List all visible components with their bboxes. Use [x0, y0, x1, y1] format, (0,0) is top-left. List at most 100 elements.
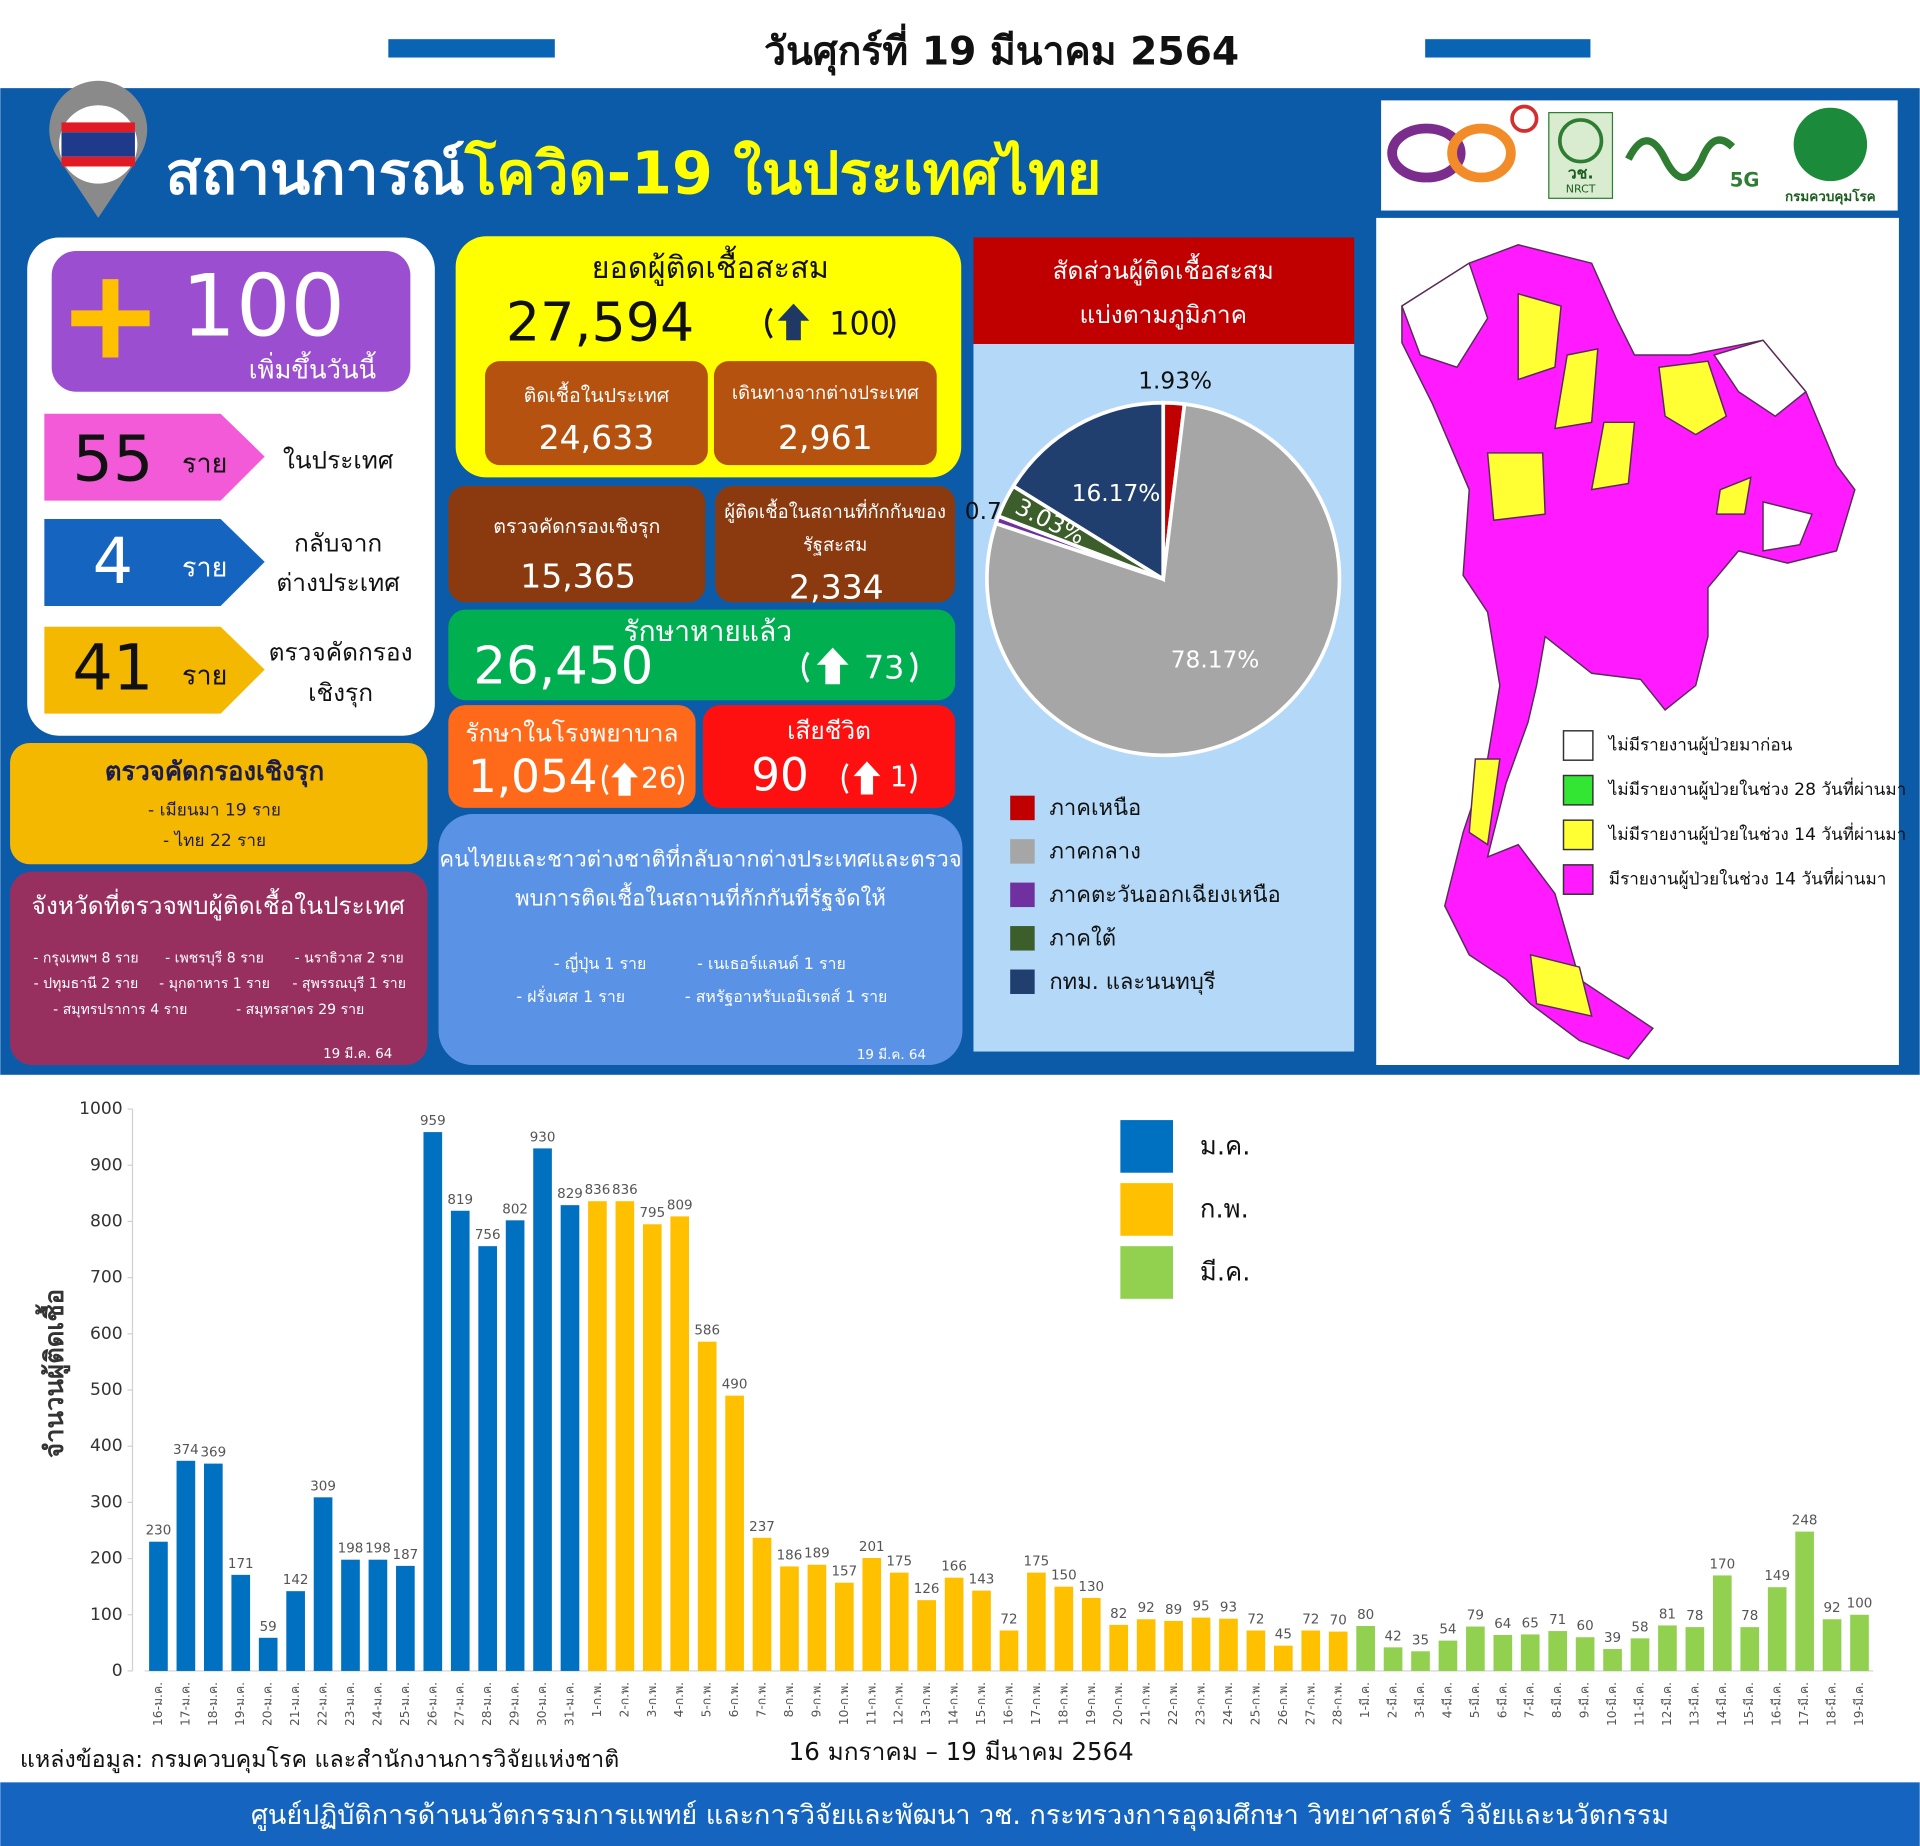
- bar: [1219, 1618, 1238, 1671]
- bar: [1411, 1651, 1430, 1671]
- legend-swatch: [1562, 864, 1594, 895]
- legend-label: ไม่มีรายงานผู้ป่วยมาก่อน: [1607, 735, 1793, 756]
- returnees-title: คนไทยและชาวต่างชาติที่กลับจากต่างประเทศแ…: [439, 844, 961, 873]
- bar: [588, 1201, 607, 1671]
- value-label: 92: [1823, 1601, 1840, 1616]
- bar: [1383, 1647, 1403, 1671]
- value-label: 374: [173, 1443, 199, 1458]
- x-tick-label: 6-มี.ค.: [1495, 1682, 1509, 1718]
- search-arrow: [44, 626, 265, 714]
- up-arrow: [816, 647, 849, 685]
- legend-swatch: [1562, 819, 1594, 851]
- bar: [1740, 1627, 1760, 1671]
- logo-text: กรมควบคุมโรค: [1785, 187, 1876, 205]
- x-tick-label: 18-ก.พ.: [1056, 1682, 1070, 1725]
- title-highlight: โควิด-19 ในประเทศไทย: [464, 139, 1102, 208]
- returnee-item: - สหรัฐอาหรับเอมิเรตส์ 1 ราย: [685, 987, 887, 1006]
- value-label: 802: [502, 1202, 528, 1217]
- bar: [1685, 1627, 1705, 1671]
- legend-swatch: [1010, 882, 1035, 908]
- x-tick-label: 21-ม.ค.: [288, 1682, 302, 1726]
- bar: [1658, 1625, 1677, 1671]
- value-label: 54: [1439, 1623, 1456, 1638]
- value-label: 157: [832, 1565, 858, 1580]
- bar: [1054, 1586, 1074, 1671]
- local-value: 24,633: [539, 418, 655, 457]
- active-search-value: 15,365: [520, 556, 636, 595]
- y-tick-label: 300: [90, 1492, 123, 1512]
- bar: [1493, 1634, 1513, 1671]
- y-tick-label: 0: [112, 1661, 123, 1681]
- x-tick-label: 17-ก.พ.: [1029, 1682, 1043, 1725]
- value-label: 171: [228, 1557, 254, 1572]
- value-label: 149: [1764, 1569, 1790, 1584]
- value-label: 72: [1000, 1612, 1017, 1627]
- header-bar: [388, 39, 555, 58]
- title-prefix: สถานการณ์: [166, 139, 465, 208]
- x-tick-label: 1-มี.ค.: [1358, 1682, 1372, 1718]
- imported-value: 2,961: [778, 418, 873, 457]
- x-tick-label: 6-ก.พ.: [727, 1682, 741, 1717]
- value-label: 175: [886, 1555, 912, 1570]
- value-label: 39: [1604, 1631, 1621, 1646]
- bar: [807, 1564, 827, 1671]
- imported-value: 4: [93, 525, 134, 599]
- imported-arrow: [44, 519, 265, 606]
- legend-label: กทม. และนนทบุรี: [1049, 970, 1215, 995]
- x-tick-label: 23-ก.พ.: [1194, 1682, 1208, 1725]
- value-label: 170: [1709, 1557, 1735, 1572]
- value-label: 64: [1494, 1617, 1511, 1632]
- value-label: 79: [1467, 1609, 1484, 1624]
- bar: [1466, 1626, 1485, 1671]
- value-label: 89: [1165, 1603, 1182, 1618]
- x-tick-label: 21-ก.พ.: [1139, 1682, 1153, 1725]
- legend-swatch: [1120, 1246, 1173, 1299]
- pie-title: สัดส่วนผู้ติดเชื้อสะสม: [1053, 253, 1274, 286]
- x-tick-label: 13-ก.พ.: [919, 1682, 933, 1725]
- y-tick-label: 600: [90, 1324, 123, 1344]
- value-label: 72: [1247, 1612, 1264, 1627]
- x-tick-label: 14-มี.ค.: [1715, 1682, 1729, 1726]
- value-label: 81: [1659, 1607, 1676, 1622]
- x-tick-label: 11-ก.พ.: [864, 1682, 878, 1725]
- bar: [396, 1565, 415, 1671]
- bar: [1850, 1614, 1869, 1671]
- value-label: 175: [1024, 1555, 1050, 1570]
- x-tick-label: 25-ก.พ.: [1248, 1682, 1262, 1725]
- x-tick-label: 20-ก.พ.: [1111, 1682, 1125, 1725]
- x-tick-label: 7-มี.ค.: [1523, 1682, 1537, 1718]
- unit: ราย: [182, 449, 227, 480]
- x-tick-label: 24-ก.พ.: [1221, 1682, 1235, 1725]
- x-tick-label: 15-มี.ค.: [1742, 1682, 1756, 1726]
- bar: [478, 1246, 498, 1671]
- map-legend: ไม่มีรายงานผู้ป่วยมาก่อนไม่มีรายงานผู้ป่…: [1562, 730, 1906, 895]
- value-label: 369: [200, 1446, 226, 1461]
- bar: [999, 1630, 1019, 1671]
- value-label: 756: [475, 1228, 501, 1243]
- y-tick-label: 1000: [79, 1099, 123, 1119]
- legend-swatch: [1010, 926, 1035, 951]
- parens: [765, 307, 896, 339]
- provinces-date: 19 มี.ค. 64: [323, 1046, 392, 1062]
- bar: [972, 1590, 991, 1671]
- logo-text: วช.: [1568, 163, 1594, 182]
- y-tick-label: 400: [90, 1436, 123, 1456]
- x-tick-label: 13-มี.ค.: [1687, 1682, 1701, 1726]
- x-tick-label: 30-ม.ค.: [535, 1682, 549, 1726]
- quarantine-value: 2,334: [789, 567, 884, 606]
- deaths-value: 90: [751, 749, 809, 802]
- local-arrow: [44, 413, 265, 501]
- value-label: 70: [1330, 1614, 1347, 1629]
- value-label: 248: [1792, 1514, 1818, 1529]
- pie-subtitle: แบ่งตามภูมิภาค: [1079, 300, 1247, 330]
- x-tick-label: 27-ม.ค.: [453, 1682, 467, 1726]
- recovered-change: 73: [864, 649, 904, 687]
- imported-box: [713, 361, 937, 466]
- thailand-map: [1401, 244, 1856, 1060]
- provinces-box: [10, 871, 428, 1065]
- province-item: - ปทุมธานี 2 ราย: [34, 976, 139, 992]
- hospital-value: 1,054: [468, 750, 598, 803]
- bar: [1603, 1649, 1622, 1671]
- bar: [176, 1460, 196, 1671]
- bar: [1191, 1617, 1211, 1671]
